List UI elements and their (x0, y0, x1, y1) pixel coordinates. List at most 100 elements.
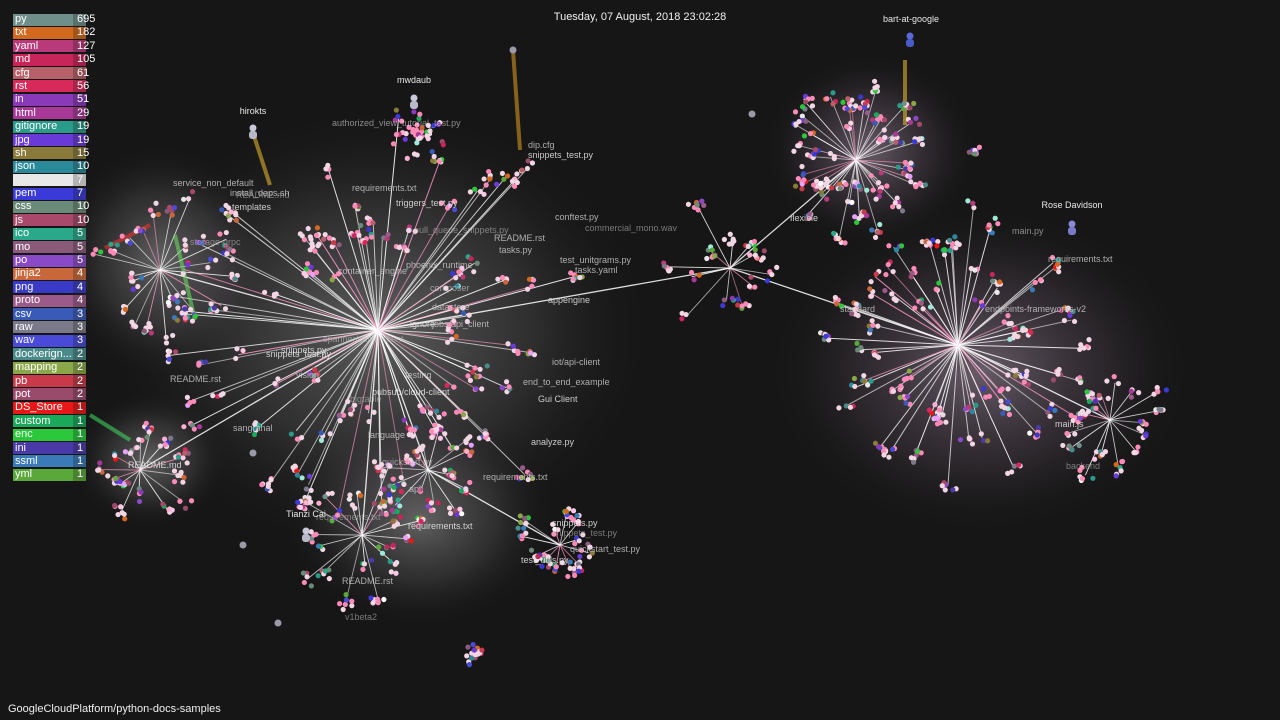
file-node (493, 181, 500, 187)
file-node (472, 365, 478, 371)
branch-line (802, 159, 857, 176)
legend-extension: csv (15, 307, 32, 320)
file-node (181, 196, 187, 202)
branch-line (226, 253, 379, 331)
file-node (300, 570, 307, 576)
branch-line (891, 344, 959, 451)
file-node (986, 222, 992, 228)
legend-swatch-tail (73, 107, 86, 120)
file-node (413, 127, 420, 133)
file-node (842, 240, 848, 246)
file-node (1092, 398, 1098, 405)
avatar-body (410, 101, 418, 109)
branch-line (273, 293, 379, 331)
file-node (872, 440, 879, 446)
file-node (830, 101, 836, 107)
file-node (1001, 405, 1008, 411)
file-node (415, 523, 421, 529)
file-node (504, 173, 511, 179)
file-node (139, 275, 145, 281)
file-node (402, 136, 408, 142)
file-node (464, 448, 470, 454)
file-node (907, 165, 913, 172)
legend-row: yml 1 (13, 468, 99, 481)
file-node (185, 196, 192, 202)
file-node (831, 153, 837, 160)
branch-line (427, 440, 466, 471)
file-node (807, 130, 814, 137)
file-node (406, 124, 412, 130)
file-node (1119, 458, 1126, 465)
legend-swatch (13, 147, 73, 160)
branch-line (318, 534, 363, 547)
file-label: bigtable (350, 394, 382, 404)
file-node (137, 228, 144, 234)
file-node (411, 427, 418, 433)
branch-line (855, 104, 907, 161)
legend-swatch (13, 40, 73, 53)
file-node (545, 554, 551, 560)
branch-line (855, 119, 878, 161)
branch-line (855, 104, 865, 161)
file-node (487, 176, 493, 182)
branch-line (1109, 409, 1162, 421)
file-node (735, 302, 741, 308)
legend-row: ssml 1 (13, 455, 99, 468)
branch-line (152, 210, 161, 271)
file-node (184, 460, 190, 466)
file-node (308, 529, 314, 535)
branch-line (159, 269, 234, 277)
legend-swatch-tail (73, 227, 86, 240)
legend-row: raw 3 (13, 321, 99, 334)
file-node (897, 139, 903, 146)
branch-line (668, 266, 731, 269)
file-node (479, 647, 485, 653)
file-node (505, 341, 511, 347)
branch-line (376, 466, 429, 471)
legend-swatch-tail (73, 388, 86, 401)
file-node (871, 352, 878, 358)
file-node (433, 408, 440, 414)
file-node (472, 651, 478, 657)
file-node (208, 301, 214, 307)
file-node (229, 271, 235, 277)
legend-extension: mo (15, 240, 31, 253)
file-node (892, 200, 898, 206)
branch-line (361, 534, 379, 599)
file-node (390, 141, 397, 147)
file-node (849, 311, 855, 317)
file-node (801, 177, 807, 183)
file-node (1077, 415, 1083, 421)
file-node (428, 500, 435, 506)
file-node (882, 287, 888, 294)
branch-line (377, 267, 731, 331)
file-node (553, 564, 559, 570)
branch-line (88, 413, 132, 442)
file-node (182, 242, 188, 248)
file-node (809, 103, 816, 109)
file-node (112, 452, 118, 459)
file-node (163, 334, 169, 340)
branch-line (295, 329, 379, 431)
file-node (213, 257, 219, 263)
file-node (983, 394, 989, 400)
file-node (936, 407, 943, 413)
legend-extension: txt (15, 26, 27, 39)
file-node (160, 501, 166, 507)
file-node (890, 136, 896, 142)
branch-line (129, 237, 161, 271)
legend-count: 51 (77, 93, 90, 106)
legend-row: cfg 61 (13, 67, 99, 80)
branch-line (142, 229, 161, 271)
file-node (473, 374, 479, 380)
file-node (1151, 391, 1157, 397)
file-node (735, 296, 741, 302)
file-node (576, 538, 582, 544)
branch-line (855, 86, 878, 161)
file-node (1068, 412, 1074, 418)
file-node (799, 163, 805, 170)
file-node (417, 135, 423, 141)
file-node (1163, 387, 1169, 393)
legend-swatch-tail (73, 134, 86, 147)
file-node (940, 412, 946, 418)
